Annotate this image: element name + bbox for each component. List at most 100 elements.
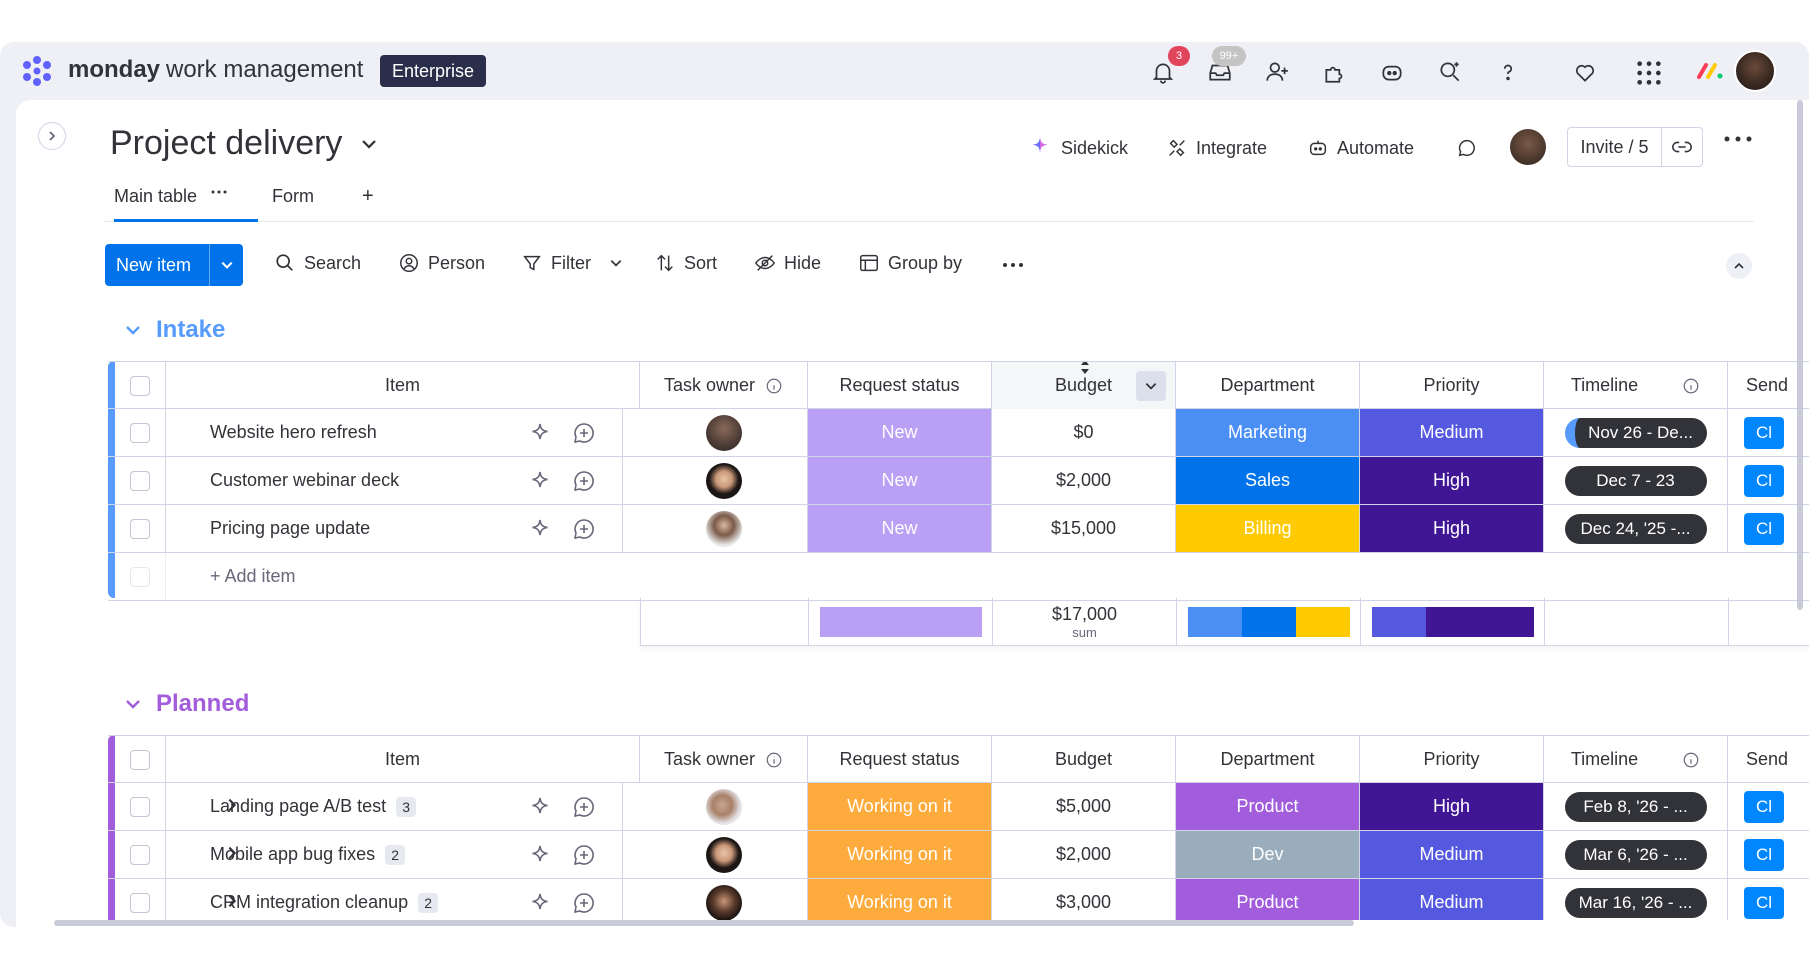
resize-handle-icon[interactable] (1080, 362, 1090, 374)
apps-marketplace-icon[interactable] (1322, 59, 1348, 85)
table-row[interactable]: Landing page A/B test 3 Working on it $5… (108, 783, 1809, 831)
owner-avatar[interactable] (705, 510, 742, 547)
summary-priority-cell[interactable] (1361, 598, 1545, 645)
sidekick-button[interactable]: Sidekick (1027, 134, 1128, 162)
invite-members-icon[interactable] (1264, 59, 1290, 85)
task-owner-cell[interactable] (640, 831, 808, 878)
send-cell[interactable]: Cl (1728, 831, 1809, 878)
copy-link-icon[interactable] (1662, 136, 1702, 158)
column-header-task-owner[interactable]: Task owner (640, 362, 808, 409)
send-cell[interactable]: Cl (1728, 457, 1809, 504)
row-checkbox[interactable] (130, 470, 150, 491)
send-button[interactable]: Cl (1744, 513, 1784, 545)
automate-button[interactable]: Automate (1307, 134, 1414, 162)
owner-avatar[interactable] (705, 788, 742, 825)
ai-assistant-icon[interactable] (1379, 59, 1405, 85)
search-button[interactable]: Search (274, 252, 361, 274)
table-row[interactable]: CRM integration cleanup 2 Working on it … (108, 879, 1809, 920)
timeline-cell[interactable]: Mar 16, '26 - ... (1544, 879, 1728, 920)
column-header-department[interactable]: Department (1176, 736, 1360, 783)
chevron-down-icon[interactable] (360, 135, 378, 153)
timeline-cell[interactable]: Mar 6, '26 - ... (1544, 831, 1728, 878)
item-name[interactable]: Website hero refresh (210, 422, 377, 442)
task-owner-cell[interactable] (640, 409, 808, 456)
request-status-cell[interactable]: New (808, 457, 992, 504)
monday-logo-icon[interactable] (20, 54, 54, 88)
send-button[interactable]: Cl (1744, 887, 1784, 919)
expand-sidebar-button[interactable] (38, 122, 66, 150)
budget-cell[interactable]: $0 (992, 409, 1176, 456)
task-owner-cell[interactable] (640, 879, 808, 920)
priority-cell[interactable]: Medium (1360, 409, 1544, 456)
department-cell[interactable]: Billing (1176, 505, 1360, 552)
board-title[interactable]: Project delivery (110, 124, 343, 162)
table-row[interactable]: Pricing page update New $15,000 Billing … (108, 505, 1809, 553)
item-name[interactable]: Customer webinar deck (210, 470, 400, 490)
tab-main-table[interactable]: Main table (114, 186, 258, 222)
request-status-cell[interactable]: New (808, 505, 992, 552)
department-cell[interactable]: Dev (1176, 831, 1360, 878)
user-avatar[interactable] (1734, 50, 1776, 92)
send-button[interactable]: Cl (1744, 417, 1784, 449)
priority-cell[interactable]: High (1360, 505, 1544, 552)
add-item-input[interactable]: + Add item (210, 566, 296, 586)
budget-cell[interactable]: $3,000 (992, 879, 1176, 920)
bell-icon[interactable] (1150, 59, 1176, 85)
row-checkbox[interactable] (130, 422, 150, 443)
row-checkbox[interactable] (130, 518, 150, 539)
row-checkbox[interactable] (130, 892, 150, 913)
integrate-button[interactable]: Integrate (1166, 134, 1267, 162)
budget-cell[interactable]: $2,000 (992, 457, 1176, 504)
updates-button[interactable] (1456, 134, 1478, 162)
timeline-cell[interactable]: Nov 26 - De... (1544, 409, 1728, 456)
request-status-cell[interactable]: New (808, 409, 992, 456)
invite-button[interactable]: Invite / 5 (1567, 127, 1703, 167)
column-header-priority[interactable]: Priority (1360, 362, 1544, 409)
department-cell[interactable]: Product (1176, 783, 1360, 830)
filter-button[interactable]: Filter (521, 252, 623, 274)
owner-avatar[interactable] (705, 462, 742, 499)
horizontal-scrollbar[interactable] (54, 920, 1354, 926)
column-menu-icon[interactable] (1136, 371, 1166, 401)
priority-cell[interactable]: High (1360, 783, 1544, 830)
vertical-scrollbar[interactable] (1797, 100, 1803, 610)
send-button[interactable]: Cl (1744, 465, 1784, 497)
summary-department-cell[interactable] (1177, 598, 1361, 645)
help-icon[interactable] (1495, 59, 1521, 85)
item-cell[interactable]: CRM integration cleanup 2 (166, 879, 502, 920)
column-header-send[interactable]: Send (1746, 375, 1789, 395)
subitem-count[interactable]: 2 (418, 892, 439, 913)
budget-cell[interactable]: $2,000 (992, 831, 1176, 878)
more-toolbar-icon[interactable] (1002, 262, 1024, 268)
task-owner-cell[interactable] (640, 505, 808, 552)
column-header-send[interactable]: Send (1746, 749, 1789, 769)
person-filter-button[interactable]: Person (398, 252, 485, 274)
group-header-intake[interactable]: Intake (124, 316, 225, 344)
send-cell[interactable]: Cl (1728, 879, 1809, 920)
select-all-checkbox[interactable] (130, 375, 150, 396)
priority-cell[interactable]: Medium (1360, 831, 1544, 878)
budget-cell[interactable]: $5,000 (992, 783, 1176, 830)
column-header-timeline[interactable]: Timeline (1544, 362, 1728, 409)
group-by-button[interactable]: Group by (858, 252, 962, 274)
column-header-item[interactable]: Item (166, 362, 640, 409)
item-cell[interactable]: Landing page A/B test 3 (166, 783, 502, 830)
tab-form[interactable]: Form (272, 186, 314, 222)
department-cell[interactable]: Sales (1176, 457, 1360, 504)
column-header-timeline[interactable]: Timeline (1544, 736, 1728, 783)
group-title[interactable]: Planned (156, 690, 250, 717)
subitem-count[interactable]: 3 (396, 796, 417, 817)
column-header-item[interactable]: Item (166, 736, 640, 783)
owner-avatar[interactable] (705, 884, 742, 920)
column-header-department[interactable]: Department (1176, 362, 1360, 409)
summary-status-cell[interactable] (809, 598, 993, 645)
owner-avatar[interactable] (705, 836, 742, 873)
send-cell[interactable]: Cl (1728, 783, 1809, 830)
search-everything-icon[interactable] (1437, 59, 1463, 85)
sort-button[interactable]: Sort (654, 252, 717, 274)
group-header-planned[interactable]: Planned (124, 690, 249, 718)
add-view-button[interactable]: + (362, 185, 374, 207)
priority-cell[interactable]: High (1360, 457, 1544, 504)
column-header-priority[interactable]: Priority (1360, 736, 1544, 783)
column-header-budget[interactable]: Budget (992, 362, 1176, 409)
